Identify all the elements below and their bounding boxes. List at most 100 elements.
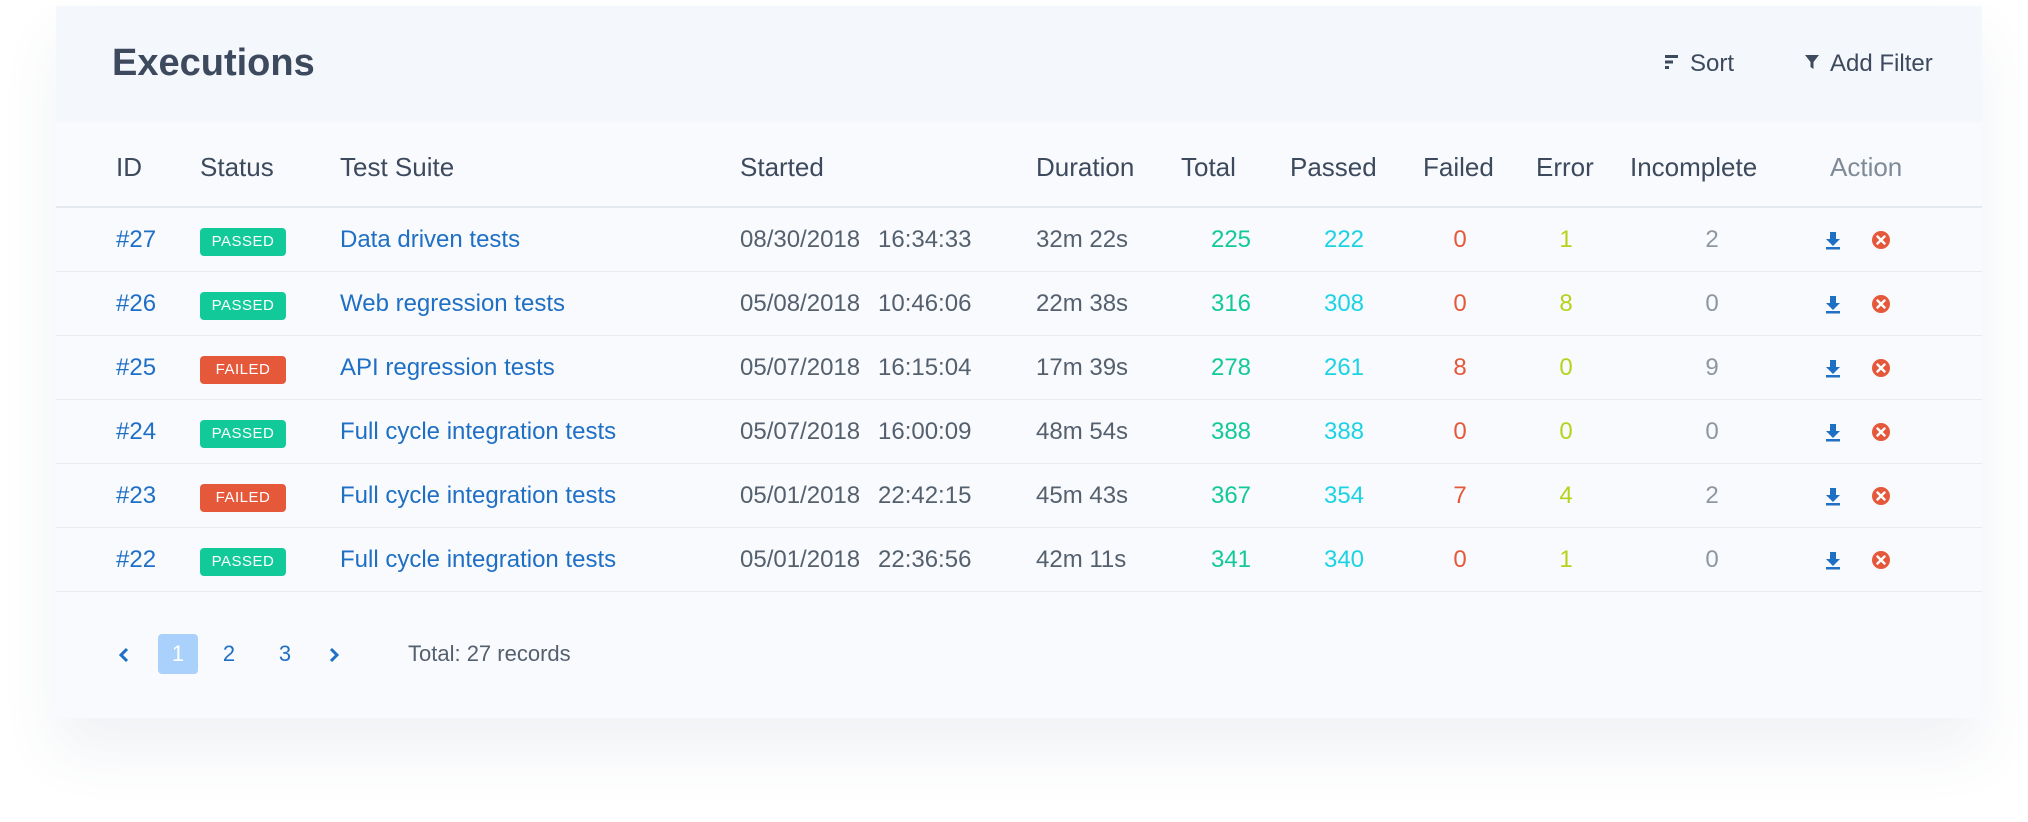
- duration-value: 48m 54s: [1036, 418, 1129, 445]
- download-icon[interactable]: [1823, 550, 1843, 575]
- pagination: 1 2 3 Total: 27 records: [56, 626, 1982, 676]
- passed-count: 354: [1323, 482, 1365, 509]
- passed-count: 222: [1323, 226, 1365, 253]
- duration-value: 42m 11s: [1036, 546, 1127, 573]
- duration-value: 22m 38s: [1036, 290, 1129, 317]
- started-time: 10:46:06: [878, 290, 972, 317]
- test-suite-link[interactable]: Full cycle integration tests: [340, 482, 617, 509]
- status-badge: PASSED: [200, 420, 286, 448]
- download-icon[interactable]: [1823, 294, 1843, 319]
- column-header-status[interactable]: Status: [200, 152, 274, 182]
- delete-icon[interactable]: [1871, 230, 1891, 255]
- incomplete-count: 2: [1705, 226, 1719, 253]
- prev-page-button[interactable]: [114, 634, 134, 674]
- execution-id-link[interactable]: #22: [116, 546, 157, 573]
- delete-icon[interactable]: [1871, 358, 1891, 383]
- chevron-right-icon: [327, 641, 341, 666]
- sort-button[interactable]: Sort: [1664, 50, 1734, 78]
- next-page-button[interactable]: [324, 634, 344, 674]
- execution-id-link[interactable]: #27: [116, 226, 157, 253]
- filter-icon: [1804, 50, 1830, 78]
- passed-count: 340: [1323, 546, 1365, 573]
- total-count: 316: [1210, 290, 1252, 317]
- status-badge: FAILED: [200, 356, 286, 384]
- passed-count: 388: [1323, 418, 1365, 445]
- duration-value: 32m 22s: [1036, 226, 1129, 253]
- test-suite-link[interactable]: Full cycle integration tests: [340, 546, 617, 573]
- column-header-action: Action: [1830, 152, 1903, 182]
- sort-label: Sort: [1690, 50, 1735, 77]
- column-header-test-suite[interactable]: Test Suite: [340, 152, 455, 182]
- column-header-error[interactable]: Error: [1536, 152, 1594, 182]
- incomplete-count: 9: [1705, 354, 1719, 381]
- total-count: 341: [1210, 546, 1252, 573]
- failed-count: 0: [1453, 418, 1467, 445]
- started-time: 16:34:33: [878, 226, 972, 253]
- page-3-button[interactable]: 3: [278, 641, 292, 666]
- page-2-button[interactable]: 2: [222, 641, 236, 666]
- started-date: 08/30/2018: [740, 226, 861, 253]
- status-badge: PASSED: [200, 292, 286, 320]
- started-date: 05/07/2018: [740, 354, 861, 381]
- column-header-started[interactable]: Started: [740, 152, 824, 182]
- column-header-failed[interactable]: Failed: [1423, 152, 1494, 182]
- download-icon[interactable]: [1823, 358, 1843, 383]
- error-count: 0: [1559, 418, 1573, 445]
- total-count: 388: [1210, 418, 1252, 445]
- page-1-button[interactable]: 1: [158, 634, 198, 674]
- execution-id-link[interactable]: #26: [116, 290, 157, 317]
- sort-icon: [1664, 50, 1690, 78]
- test-suite-link[interactable]: Web regression tests: [340, 290, 565, 317]
- test-suite-link[interactable]: Data driven tests: [340, 226, 521, 253]
- download-icon[interactable]: [1823, 422, 1843, 447]
- delete-icon[interactable]: [1871, 422, 1891, 447]
- add-filter-button[interactable]: Add Filter: [1804, 50, 1933, 78]
- started-date: 05/01/2018: [740, 482, 861, 509]
- duration-value: 45m 43s: [1036, 482, 1129, 509]
- delete-icon[interactable]: [1871, 486, 1891, 511]
- column-header-duration[interactable]: Duration: [1036, 152, 1135, 182]
- incomplete-count: 0: [1705, 290, 1719, 317]
- chevron-left-icon: [117, 641, 131, 666]
- table-row: #22 PASSED Full cycle integration tests 05/…: [56, 528, 1982, 592]
- delete-icon[interactable]: [1871, 294, 1891, 319]
- column-header-id[interactable]: ID: [116, 152, 142, 182]
- started-date: 05/07/2018: [740, 418, 861, 445]
- add-filter-label: Add Filter: [1830, 50, 1933, 77]
- started-time: 16:15:04: [878, 354, 972, 381]
- table-row: #25 FAILED API regression tests 05/07/2018 1…: [56, 336, 1982, 400]
- error-count: 1: [1559, 226, 1573, 253]
- test-suite-link[interactable]: Full cycle integration tests: [340, 418, 617, 445]
- status-badge: FAILED: [200, 484, 286, 512]
- passed-count: 261: [1323, 354, 1365, 381]
- card-header: Executions Sort Add Filter: [56, 6, 1982, 122]
- table-row: #27 PASSED Data driven tests 08/30/2018 16:3…: [56, 208, 1982, 272]
- column-header-total[interactable]: Total: [1181, 152, 1236, 182]
- error-count: 0: [1559, 354, 1573, 381]
- started-time: 22:42:15: [878, 482, 972, 509]
- test-suite-link[interactable]: API regression tests: [340, 354, 555, 381]
- failed-count: 7: [1453, 482, 1467, 509]
- page-title: Executions: [112, 42, 315, 84]
- started-date: 05/08/2018: [740, 290, 861, 317]
- download-icon[interactable]: [1823, 230, 1843, 255]
- duration-value: 17m 39s: [1036, 354, 1129, 381]
- total-count: 278: [1210, 354, 1252, 381]
- started-time: 22:36:56: [878, 546, 972, 573]
- column-header-passed[interactable]: Passed: [1290, 152, 1377, 182]
- execution-id-link[interactable]: #25: [116, 354, 157, 381]
- table-row: #23 FAILED Full cycle integration tests 05/…: [56, 464, 1982, 528]
- failed-count: 0: [1453, 226, 1467, 253]
- execution-id-link[interactable]: #24: [116, 418, 157, 445]
- executions-card: Executions Sort Add Filter ID Status Te: [56, 6, 1982, 718]
- download-icon[interactable]: [1823, 486, 1843, 511]
- delete-icon[interactable]: [1871, 550, 1891, 575]
- column-header-incomplete[interactable]: Incomplete: [1630, 152, 1758, 182]
- status-badge: PASSED: [200, 548, 286, 576]
- failed-count: 8: [1453, 354, 1467, 381]
- execution-id-link[interactable]: #23: [116, 482, 157, 509]
- total-count: 225: [1210, 226, 1252, 253]
- table-row: #24 PASSED Full cycle integration tests 05/…: [56, 400, 1982, 464]
- error-count: 4: [1559, 482, 1573, 509]
- table-header: ID Status Test Suite Started Duration To…: [56, 122, 1982, 208]
